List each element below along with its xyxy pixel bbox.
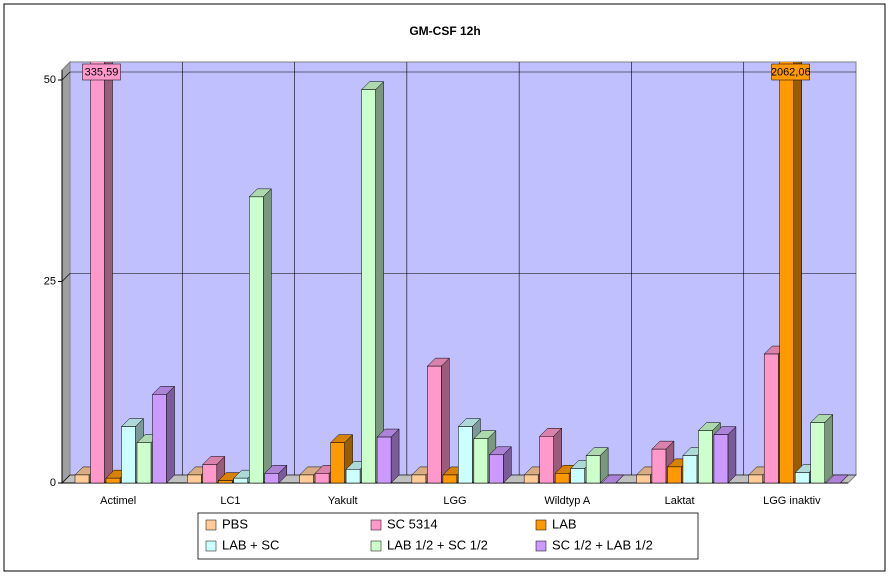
bar bbox=[779, 62, 794, 484]
bar bbox=[442, 474, 458, 484]
legend bbox=[197, 512, 699, 560]
back-wall bbox=[69, 61, 857, 476]
bar bbox=[361, 89, 376, 484]
bar bbox=[667, 466, 682, 484]
data-label: 2062,06 bbox=[771, 66, 811, 78]
bar bbox=[74, 474, 90, 484]
bar bbox=[427, 365, 442, 484]
bar-top bbox=[825, 474, 849, 484]
legend-swatch bbox=[370, 519, 382, 531]
bar-side bbox=[441, 357, 450, 484]
bar bbox=[810, 422, 825, 484]
x-tick-label: Yakult bbox=[328, 495, 358, 507]
bar bbox=[218, 480, 233, 484]
data-label: 335,59 bbox=[85, 66, 119, 78]
legend-label: LAB + SC bbox=[222, 537, 279, 552]
x-tick-label: Laktat bbox=[665, 495, 695, 507]
bar bbox=[458, 426, 473, 484]
bar bbox=[539, 436, 554, 484]
legend-label: SC 1/2 + LAB 1/2 bbox=[552, 537, 653, 552]
y-tick-label: 50 bbox=[44, 74, 56, 86]
bar-side bbox=[727, 426, 737, 484]
grid-line-side bbox=[61, 273, 71, 282]
bar bbox=[233, 477, 249, 484]
bar bbox=[376, 436, 392, 484]
legend-label: LAB 1/2 + SC 1/2 bbox=[387, 537, 488, 552]
x-tick-label: LC1 bbox=[220, 495, 240, 507]
bar bbox=[314, 473, 330, 484]
bar bbox=[489, 454, 504, 484]
bar bbox=[585, 455, 601, 484]
x-tick-label: Wildtyp A bbox=[544, 495, 591, 507]
bar bbox=[794, 472, 810, 484]
y-tick-label: 25 bbox=[44, 275, 56, 287]
y-tick-label: 0 bbox=[50, 477, 56, 489]
legend-label: SC 5314 bbox=[387, 516, 438, 531]
grid-line-side bbox=[61, 474, 71, 484]
bar bbox=[202, 464, 218, 484]
legend-swatch bbox=[205, 519, 217, 531]
bar bbox=[121, 426, 136, 484]
bar bbox=[152, 394, 167, 484]
bar bbox=[187, 474, 202, 484]
bar bbox=[554, 473, 570, 484]
bar bbox=[299, 474, 314, 484]
side-wall bbox=[61, 60, 71, 485]
legend-swatch bbox=[370, 540, 382, 552]
bar bbox=[682, 455, 698, 484]
bar bbox=[90, 62, 105, 484]
bar bbox=[330, 442, 345, 484]
legend-swatch bbox=[205, 540, 217, 552]
x-tick-label: LGG inaktiv bbox=[763, 495, 821, 507]
bars bbox=[74, 62, 849, 484]
bar-side bbox=[375, 81, 384, 484]
grid-line-side bbox=[61, 71, 71, 81]
legend-label: LAB bbox=[552, 516, 577, 531]
bar-side bbox=[166, 385, 175, 484]
legend-swatch bbox=[535, 519, 547, 531]
bar bbox=[411, 474, 427, 484]
x-tick-label: Actimel bbox=[100, 495, 136, 507]
bar-side bbox=[390, 428, 400, 484]
bar bbox=[636, 474, 651, 484]
bar-side bbox=[824, 413, 833, 484]
bar bbox=[651, 448, 667, 484]
bar bbox=[570, 468, 585, 484]
bar bbox=[345, 469, 361, 484]
x-tick-label: LGG bbox=[443, 495, 466, 507]
bar-top bbox=[601, 474, 625, 484]
bar bbox=[523, 474, 539, 484]
data-label-box bbox=[771, 63, 810, 81]
legend-label: PBS bbox=[222, 516, 248, 531]
chart-title: GM-CSF 12h bbox=[409, 24, 480, 38]
bar bbox=[249, 196, 264, 484]
bar bbox=[713, 434, 729, 484]
bar bbox=[748, 474, 763, 484]
bar bbox=[264, 473, 280, 484]
legend-swatch bbox=[535, 540, 547, 552]
bar bbox=[473, 438, 489, 484]
data-label-box bbox=[82, 63, 121, 81]
bar bbox=[698, 430, 713, 484]
bar bbox=[105, 477, 121, 484]
bar bbox=[136, 442, 152, 484]
bar-side bbox=[263, 188, 272, 484]
bar bbox=[763, 353, 779, 484]
